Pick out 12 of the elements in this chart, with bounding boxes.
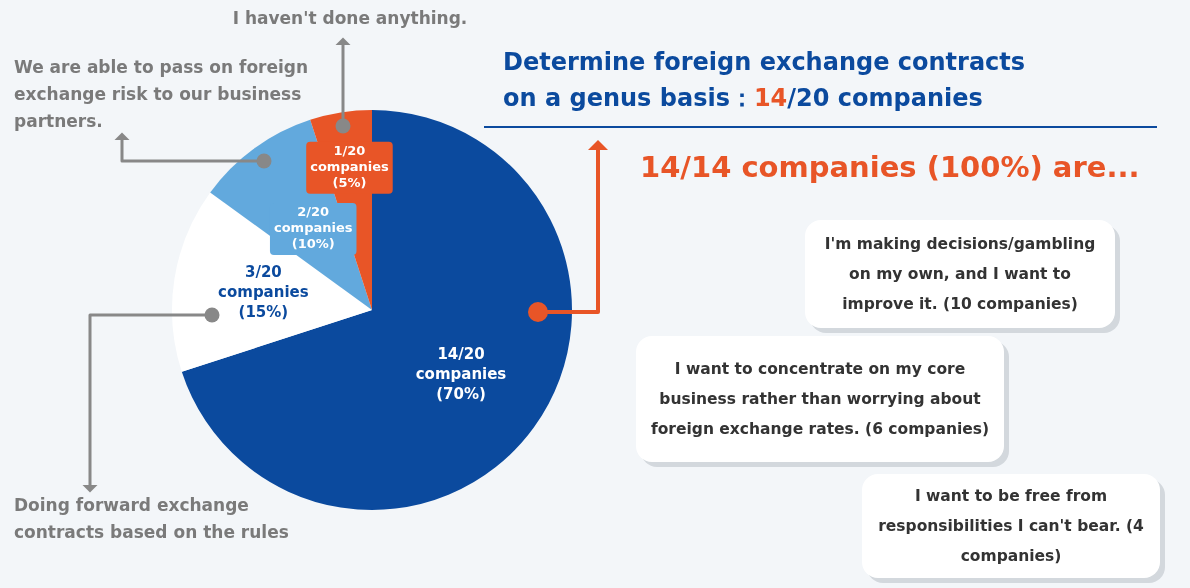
text: I want to concentrate on my core business rather than worrying about foreign exchange rates. (6 companies) — [649, 359, 991, 440]
text: 14/14 companies (100%) are... — [640, 150, 1140, 184]
slice-label: We are able to pass on foreign exchange risk to our business partners. — [14, 56, 310, 133]
data-label: 14/20 companies (70%) — [415, 344, 507, 403]
text: I'm making decisions/gambling on my own, and I want to improve it. (10 companies) — [823, 234, 1097, 315]
slice-label: I haven't done anything. — [231, 7, 469, 30]
data-label: 1/20 companies (5%) — [310, 143, 389, 191]
data-label: 3/20 companies (15%) — [218, 262, 309, 321]
text: Determine foreign exchange contracts on a genus basis：14/20 companies — [503, 47, 1027, 114]
text: I want to be free from responsibilities I can't bear. (4 companies) — [877, 486, 1145, 567]
data-label: 2/20 companies (10%) — [273, 204, 353, 252]
slice-label: Doing forward exchange contracts based on the rules — [14, 494, 290, 544]
